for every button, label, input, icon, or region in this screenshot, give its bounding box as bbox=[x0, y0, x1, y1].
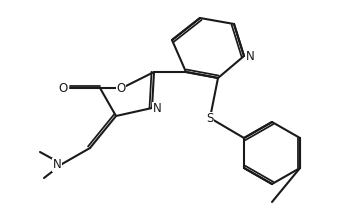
Text: O: O bbox=[116, 81, 126, 95]
Text: O: O bbox=[58, 81, 68, 95]
Text: N: N bbox=[246, 50, 255, 64]
Text: N: N bbox=[153, 102, 161, 116]
Text: N: N bbox=[53, 159, 62, 172]
Text: S: S bbox=[206, 113, 214, 126]
